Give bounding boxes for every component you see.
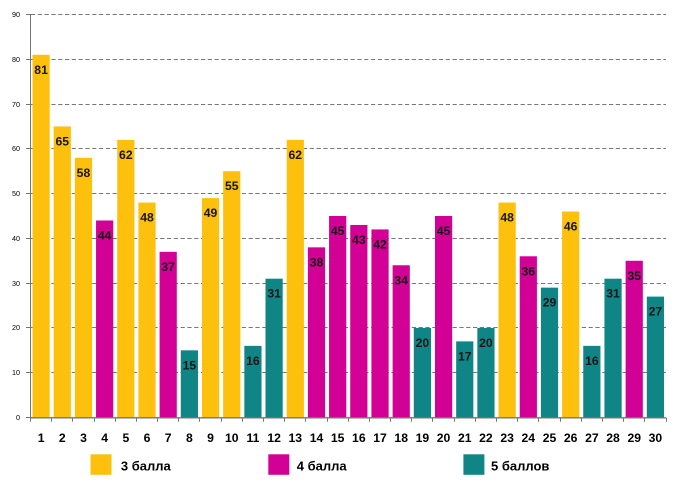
svg-text:44: 44	[98, 228, 112, 242]
svg-text:31: 31	[267, 287, 281, 301]
svg-text:20: 20	[416, 336, 430, 350]
svg-text:58: 58	[77, 166, 91, 180]
svg-text:3: 3	[80, 431, 87, 445]
svg-text:70: 70	[12, 100, 20, 109]
svg-text:25: 25	[543, 431, 557, 445]
svg-text:62: 62	[119, 148, 133, 162]
svg-text:27: 27	[585, 431, 599, 445]
svg-text:28: 28	[606, 431, 620, 445]
svg-text:48: 48	[140, 211, 154, 225]
svg-text:90: 90	[12, 10, 20, 19]
svg-text:11: 11	[246, 431, 259, 445]
svg-text:27: 27	[649, 305, 663, 319]
svg-text:65: 65	[55, 134, 69, 148]
svg-text:43: 43	[352, 233, 366, 247]
svg-text:31: 31	[606, 287, 620, 301]
svg-text:10: 10	[12, 368, 20, 377]
svg-text:7: 7	[165, 431, 172, 445]
svg-text:29: 29	[543, 296, 557, 310]
svg-text:16: 16	[352, 431, 366, 445]
svg-text:42: 42	[373, 237, 387, 251]
svg-text:2: 2	[59, 431, 66, 445]
svg-text:15: 15	[183, 358, 197, 372]
svg-text:40: 40	[12, 234, 20, 243]
svg-text:5 баллов: 5 баллов	[491, 459, 549, 474]
svg-text:12: 12	[267, 431, 281, 445]
svg-text:23: 23	[500, 431, 514, 445]
svg-text:4 балла: 4 балла	[297, 459, 348, 474]
svg-text:81: 81	[34, 63, 48, 77]
svg-text:10: 10	[225, 431, 239, 445]
svg-text:30: 30	[649, 431, 663, 445]
svg-text:29: 29	[627, 431, 641, 445]
svg-text:16: 16	[585, 354, 599, 368]
svg-text:5: 5	[122, 431, 129, 445]
svg-text:18: 18	[394, 431, 408, 445]
svg-text:14: 14	[310, 431, 324, 445]
svg-text:20: 20	[12, 323, 20, 332]
svg-text:15: 15	[331, 431, 345, 445]
svg-text:34: 34	[394, 273, 408, 287]
svg-text:30: 30	[12, 279, 20, 288]
svg-text:45: 45	[331, 224, 345, 238]
svg-text:38: 38	[310, 255, 324, 269]
svg-text:50: 50	[12, 189, 20, 198]
svg-text:9: 9	[207, 431, 214, 445]
svg-text:16: 16	[246, 354, 260, 368]
svg-text:80: 80	[12, 55, 20, 64]
svg-text:1: 1	[38, 431, 45, 445]
svg-text:8: 8	[186, 431, 193, 445]
svg-text:26: 26	[564, 431, 578, 445]
svg-text:17: 17	[373, 431, 387, 445]
svg-text:49: 49	[204, 206, 218, 220]
svg-text:62: 62	[289, 148, 303, 162]
svg-text:48: 48	[500, 211, 514, 225]
svg-text:36: 36	[522, 264, 536, 278]
svg-text:60: 60	[12, 144, 20, 153]
svg-text:3 балла: 3 балла	[121, 459, 172, 474]
svg-text:21: 21	[458, 431, 472, 445]
svg-text:17: 17	[458, 349, 472, 363]
svg-text:37: 37	[161, 260, 175, 274]
svg-text:20: 20	[437, 431, 451, 445]
svg-text:13: 13	[289, 431, 303, 445]
svg-text:6: 6	[144, 431, 151, 445]
svg-text:45: 45	[437, 224, 451, 238]
svg-text:0: 0	[16, 413, 20, 422]
svg-text:35: 35	[627, 269, 641, 283]
svg-text:24: 24	[522, 431, 536, 445]
svg-text:55: 55	[225, 179, 239, 193]
svg-text:46: 46	[564, 220, 578, 234]
svg-text:4: 4	[101, 431, 108, 445]
svg-text:20: 20	[479, 336, 493, 350]
svg-text:22: 22	[479, 431, 493, 445]
svg-text:19: 19	[416, 431, 430, 445]
